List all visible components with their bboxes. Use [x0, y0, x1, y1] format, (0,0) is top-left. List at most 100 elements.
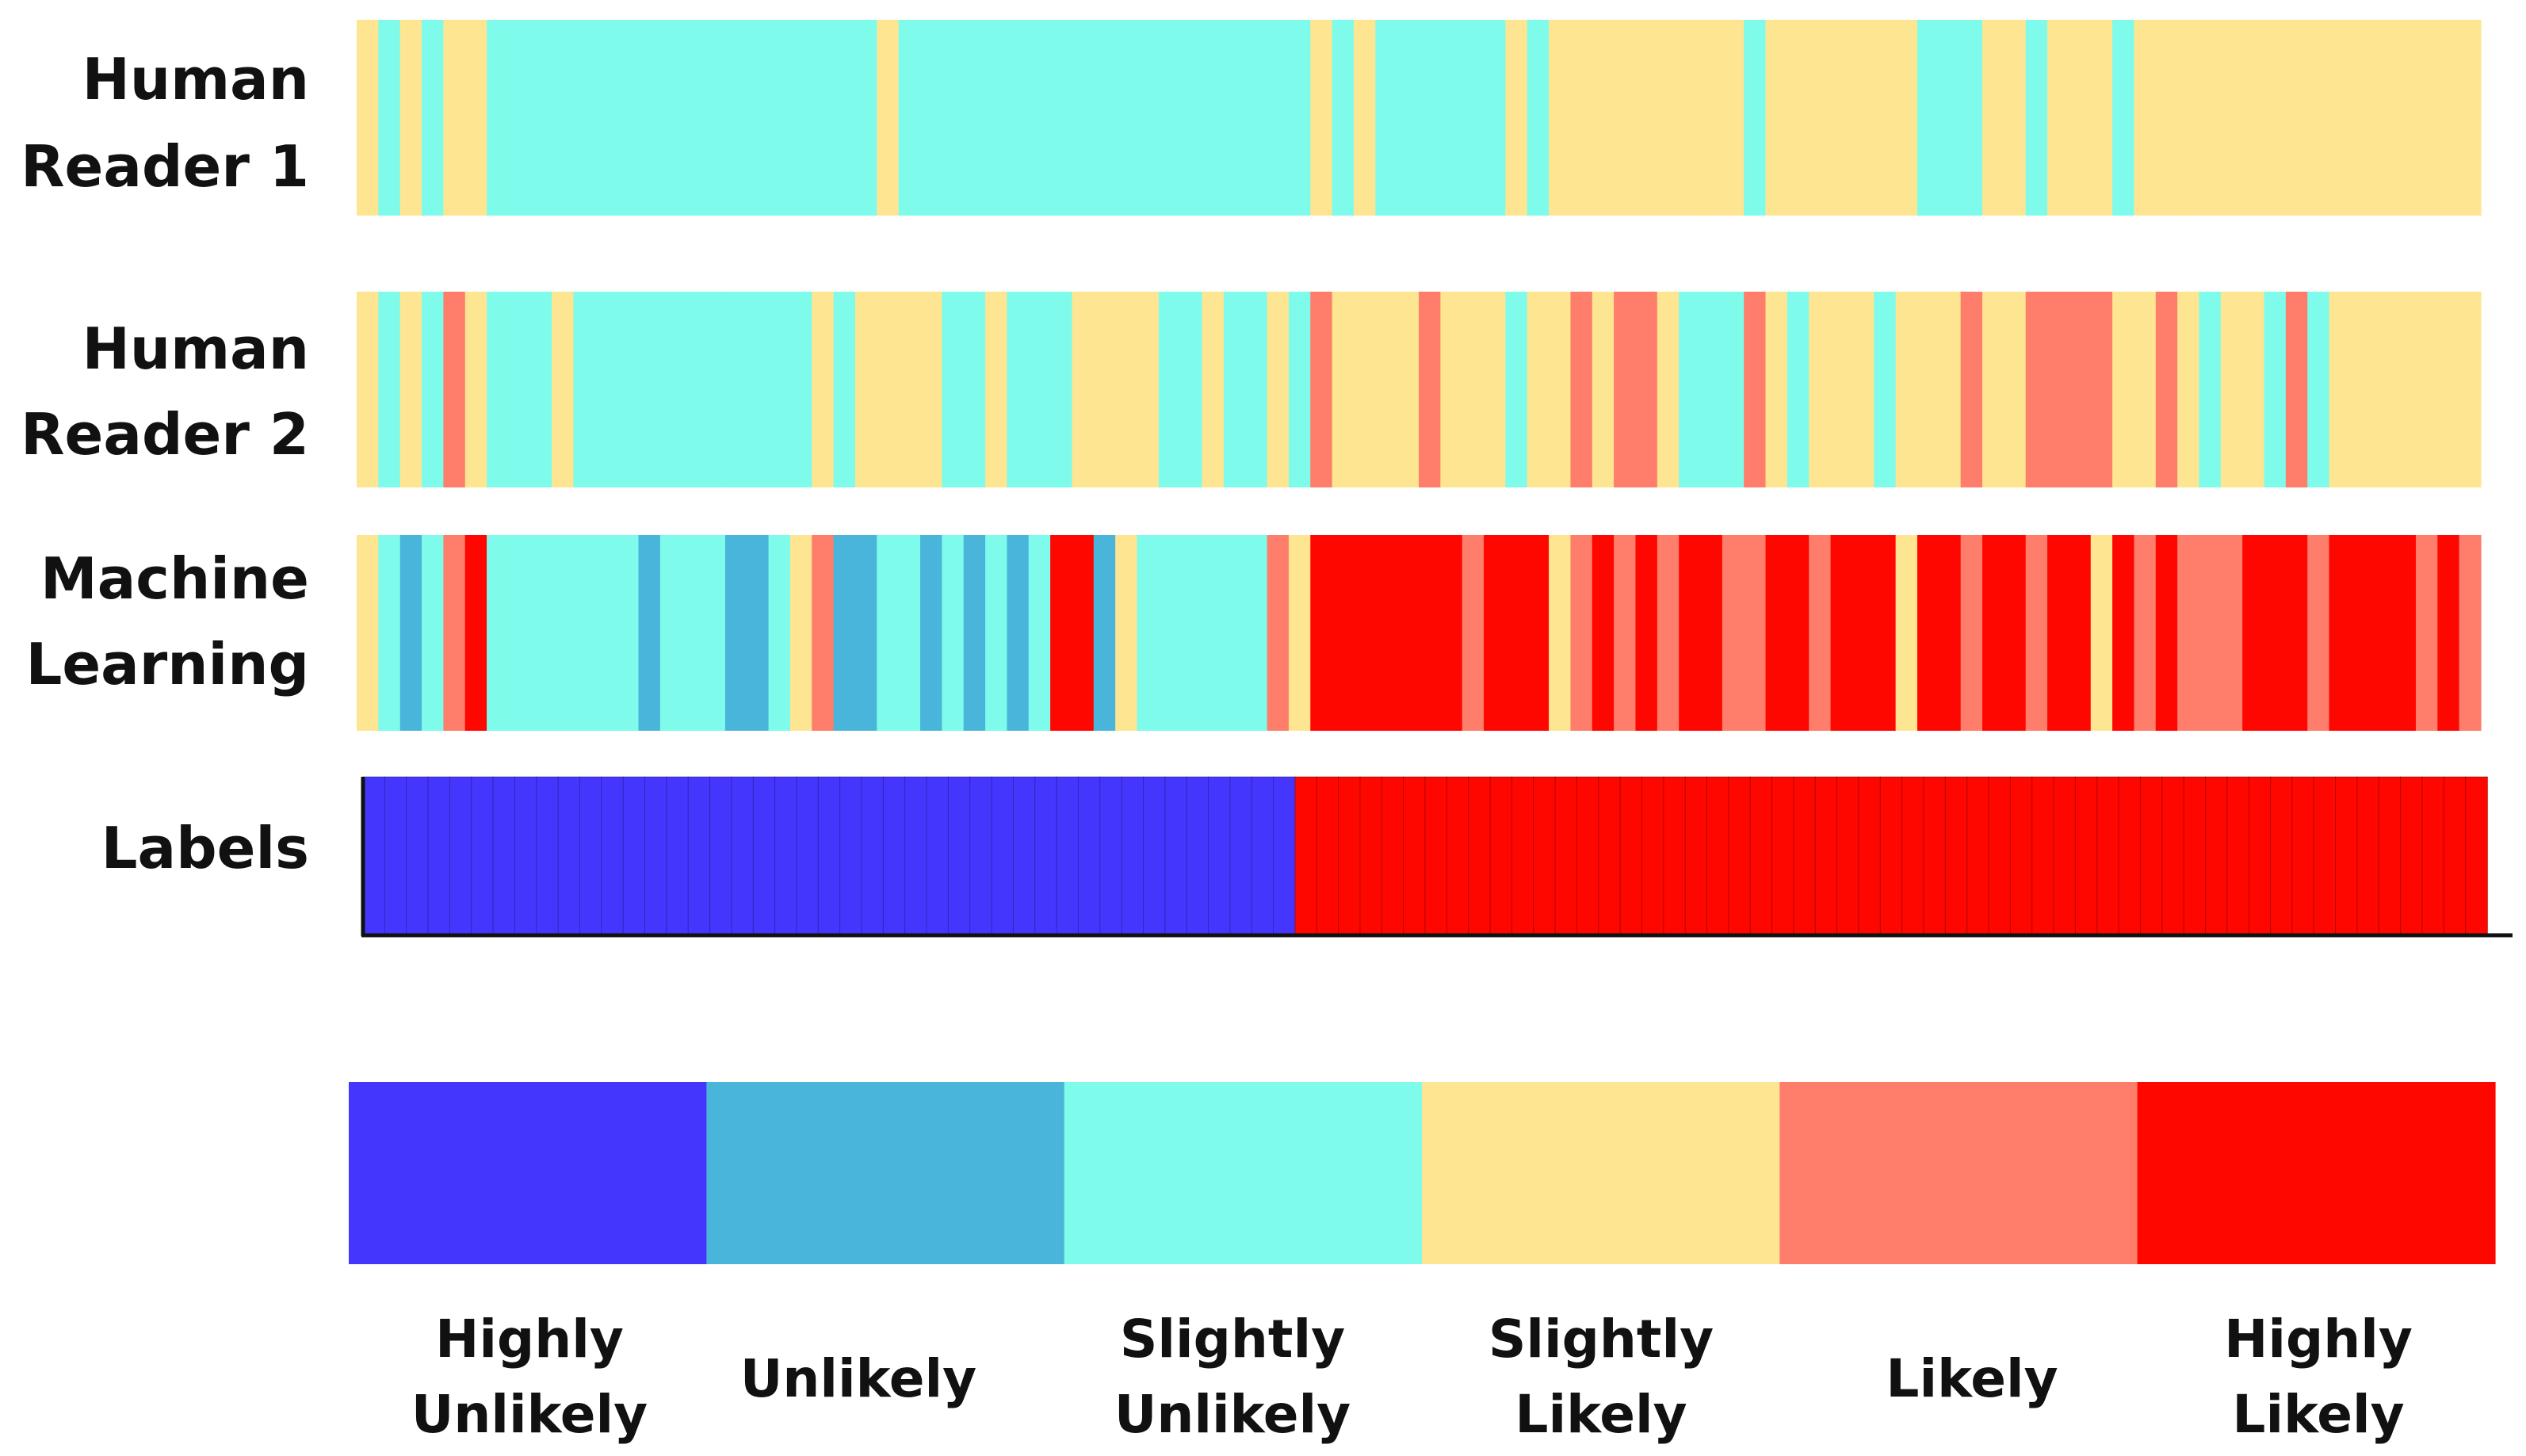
- cell-human-reader-1-48: [1375, 20, 1398, 216]
- cell-machine-learning-80: [2069, 535, 2092, 731]
- cell-human-reader-1-39: [1180, 20, 1203, 216]
- cell-machine-learning-43: [1267, 535, 1290, 731]
- cell-labels-58: [1598, 776, 1622, 934]
- cell-labels-1: [362, 776, 386, 934]
- cell-human-reader-2-44: [1288, 292, 1311, 487]
- cell-human-reader-1-93: [2350, 20, 2373, 216]
- cell-labels-96: [2421, 776, 2445, 934]
- cell-human-reader-2-50: [1419, 292, 1441, 487]
- row-label-4-line-1: Labels: [101, 815, 309, 881]
- cell-human-reader-1-26: [898, 20, 921, 216]
- cell-machine-learning-84: [2155, 535, 2178, 731]
- cell-machine-learning-50: [1419, 535, 1441, 731]
- cell-labels-15: [666, 776, 690, 934]
- cell-labels-35: [1099, 776, 1123, 934]
- cell-labels-27: [926, 776, 950, 934]
- cell-human-reader-2-65: [1744, 292, 1767, 487]
- cell-human-reader-1-55: [1527, 20, 1550, 216]
- cell-human-reader-1-54: [1505, 20, 1528, 216]
- cell-labels-73: [1923, 776, 1947, 934]
- cell-machine-learning-2: [378, 535, 401, 731]
- cell-machine-learning-14: [638, 535, 661, 731]
- cell-human-reader-2-88: [2242, 292, 2265, 487]
- cell-machine-learning-12: [594, 535, 617, 731]
- cell-human-reader-2-13: [617, 292, 640, 487]
- cell-human-reader-1-13: [617, 20, 640, 216]
- cell-labels-59: [1619, 776, 1643, 934]
- cell-human-reader-2-96: [2415, 292, 2438, 487]
- row-label-3-line-1: Machine: [40, 545, 309, 612]
- cell-labels-95: [2400, 776, 2424, 934]
- cell-human-reader-1-70: [1852, 20, 1874, 216]
- row-label-1-line-2: Reader 1: [21, 133, 309, 200]
- cell-human-reader-1-85: [2177, 20, 2200, 216]
- cell-machine-learning-53: [1484, 535, 1506, 731]
- cell-human-reader-1-97: [2437, 20, 2460, 216]
- cell-machine-learning-62: [1679, 535, 1702, 731]
- cell-machine-learning-55: [1527, 535, 1550, 731]
- cell-human-reader-1-19: [747, 20, 770, 216]
- cell-human-reader-2-72: [1895, 292, 1918, 487]
- cell-human-reader-1-66: [1765, 20, 1788, 216]
- cell-labels-77: [2009, 776, 2033, 934]
- cell-human-reader-2-14: [638, 292, 661, 487]
- cell-labels-64: [1728, 776, 1752, 934]
- cell-labels-49: [1403, 776, 1427, 934]
- cell-machine-learning-44: [1288, 535, 1311, 731]
- legend-label-1-line-2: Unlikely: [411, 1384, 648, 1445]
- cell-labels-65: [1749, 776, 1773, 934]
- row-human-reader-1: [357, 20, 2482, 216]
- cell-human-reader-1-89: [2264, 20, 2287, 216]
- cell-labels-9: [536, 776, 560, 934]
- cell-labels-60: [1641, 776, 1664, 934]
- cell-machine-learning-3: [399, 535, 422, 731]
- cell-human-reader-1-12: [594, 20, 617, 216]
- cell-human-reader-2-4: [422, 292, 444, 487]
- cell-labels-80: [2074, 776, 2098, 934]
- cell-machine-learning-6: [464, 535, 487, 731]
- cell-machine-learning-70: [1852, 535, 1874, 731]
- cell-human-reader-2-61: [1657, 292, 1680, 487]
- cell-human-reader-2-25: [877, 292, 900, 487]
- legend-label-4-line-2: Likely: [1515, 1384, 1687, 1445]
- cell-labels-88: [2248, 776, 2272, 934]
- cell-labels-62: [1684, 776, 1708, 934]
- cell-labels-56: [1554, 776, 1578, 934]
- cell-human-reader-1-59: [1614, 20, 1637, 216]
- cell-human-reader-1-51: [1440, 20, 1463, 216]
- cell-labels-69: [1836, 776, 1860, 934]
- cell-human-reader-2-7: [487, 292, 510, 487]
- cell-machine-learning-79: [2047, 535, 2070, 731]
- cell-labels-2: [384, 776, 407, 934]
- cell-human-reader-1-24: [854, 20, 877, 216]
- cell-human-reader-2-18: [724, 292, 747, 487]
- cell-human-reader-1-64: [1722, 20, 1745, 216]
- cell-human-reader-1-49: [1397, 20, 1420, 216]
- cell-human-reader-1-57: [1570, 20, 1593, 216]
- cell-machine-learning-22: [812, 535, 835, 731]
- cell-labels-26: [904, 776, 928, 934]
- cell-labels-66: [1771, 776, 1795, 934]
- cell-human-reader-2-49: [1397, 292, 1420, 487]
- cell-human-reader-2-26: [898, 292, 921, 487]
- cell-machine-learning-15: [659, 535, 682, 731]
- cell-labels-52: [1468, 776, 1492, 934]
- cell-human-reader-2-91: [2307, 292, 2330, 487]
- cell-human-reader-1-10: [552, 20, 575, 216]
- cell-machine-learning-51: [1440, 535, 1463, 731]
- cell-human-reader-2-35: [1093, 292, 1116, 487]
- cell-labels-93: [2356, 776, 2380, 934]
- cell-human-reader-1-58: [1592, 20, 1615, 216]
- cell-human-reader-2-19: [747, 292, 770, 487]
- cell-machine-learning-17: [703, 535, 726, 731]
- cell-labels-22: [817, 776, 841, 934]
- cell-human-reader-2-80: [2069, 292, 2092, 487]
- row-label-2-line-2: Reader 2: [21, 401, 309, 468]
- cell-human-reader-1-84: [2155, 20, 2178, 216]
- cell-human-reader-1-4: [422, 20, 444, 216]
- cell-human-reader-2-85: [2177, 292, 2200, 487]
- cell-machine-learning-78: [2025, 535, 2048, 731]
- cell-human-reader-1-25: [877, 20, 900, 216]
- cell-machine-learning-54: [1505, 535, 1528, 731]
